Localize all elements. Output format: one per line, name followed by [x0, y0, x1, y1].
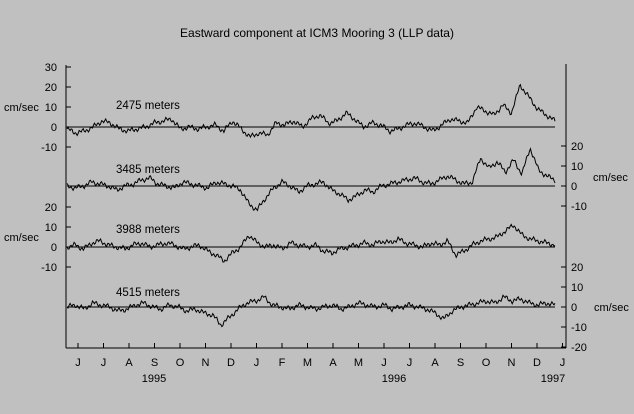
series-line — [66, 223, 556, 263]
y-tick-label: -10 — [41, 142, 57, 154]
x-tick-label: J — [75, 357, 81, 369]
series-label: 3485 meters — [116, 164, 180, 176]
y-tick-label: 0 — [571, 302, 577, 314]
label-layer: J J A S O N D J F M A M J J A S O N D J 1995 1996 1997 30 20 10 0 -… — [4, 62, 629, 385]
y-tick-label: -10 — [41, 262, 57, 274]
y-tick-label: 0 — [51, 122, 57, 134]
x-tick-label: S — [457, 357, 464, 369]
series-line — [66, 147, 556, 212]
series-line — [66, 83, 556, 139]
x-tick-label: F — [279, 357, 286, 369]
x-tick-label: M — [354, 357, 363, 369]
x-tick-label: J — [560, 357, 566, 369]
y-tick-label: 20 — [45, 202, 57, 214]
series-line — [66, 294, 556, 328]
y-tick-label: 0 — [571, 181, 577, 193]
x-tick-label: J — [407, 357, 413, 369]
y-tick-label: 20 — [571, 141, 583, 153]
year-label: 1997 — [541, 373, 565, 385]
x-tick-label: D — [533, 357, 541, 369]
unit-label: cm/sec — [4, 102, 39, 114]
x-tick-label: M — [303, 357, 312, 369]
year-label: 1996 — [382, 373, 406, 385]
unit-label: cm/sec — [594, 302, 629, 314]
x-tick-label: N — [508, 357, 516, 369]
y-tick-label: 10 — [571, 282, 583, 294]
x-tick-label: O — [482, 357, 491, 369]
x-tick-label: D — [227, 357, 235, 369]
unit-label: cm/sec — [4, 232, 39, 244]
y-tick-label: 20 — [571, 262, 583, 274]
y-tick-label: -10 — [571, 322, 587, 334]
x-tick-label: A — [431, 357, 439, 369]
series-label: 4515 meters — [116, 287, 180, 299]
y-tick-label: 20 — [45, 82, 57, 94]
y-tick-label: 10 — [45, 222, 57, 234]
unit-label: cm/sec — [593, 172, 628, 184]
x-tick-label: A — [125, 357, 133, 369]
x-tick-label: J — [254, 357, 260, 369]
y-tick-label: 0 — [51, 242, 57, 254]
y-tick-label: -20 — [571, 342, 587, 354]
series-label: 3988 meters — [116, 224, 180, 236]
x-tick-label: N — [202, 357, 210, 369]
y-tick-label: 30 — [45, 62, 57, 74]
x-tick-label: A — [329, 357, 337, 369]
x-tick-label: S — [151, 357, 158, 369]
year-label: 1995 — [142, 373, 166, 385]
y-tick-label: 10 — [45, 102, 57, 114]
x-tick-label: J — [381, 357, 387, 369]
y-tick-label: -10 — [571, 201, 587, 213]
x-tick-label: J — [101, 357, 107, 369]
x-tick-label: O — [176, 357, 185, 369]
series-label: 2475 meters — [116, 100, 180, 112]
y-tick-label: 10 — [571, 161, 583, 173]
series-layer — [66, 83, 556, 328]
chart-title: Eastward component at ICM3 Mooring 3 (LL… — [180, 26, 454, 40]
